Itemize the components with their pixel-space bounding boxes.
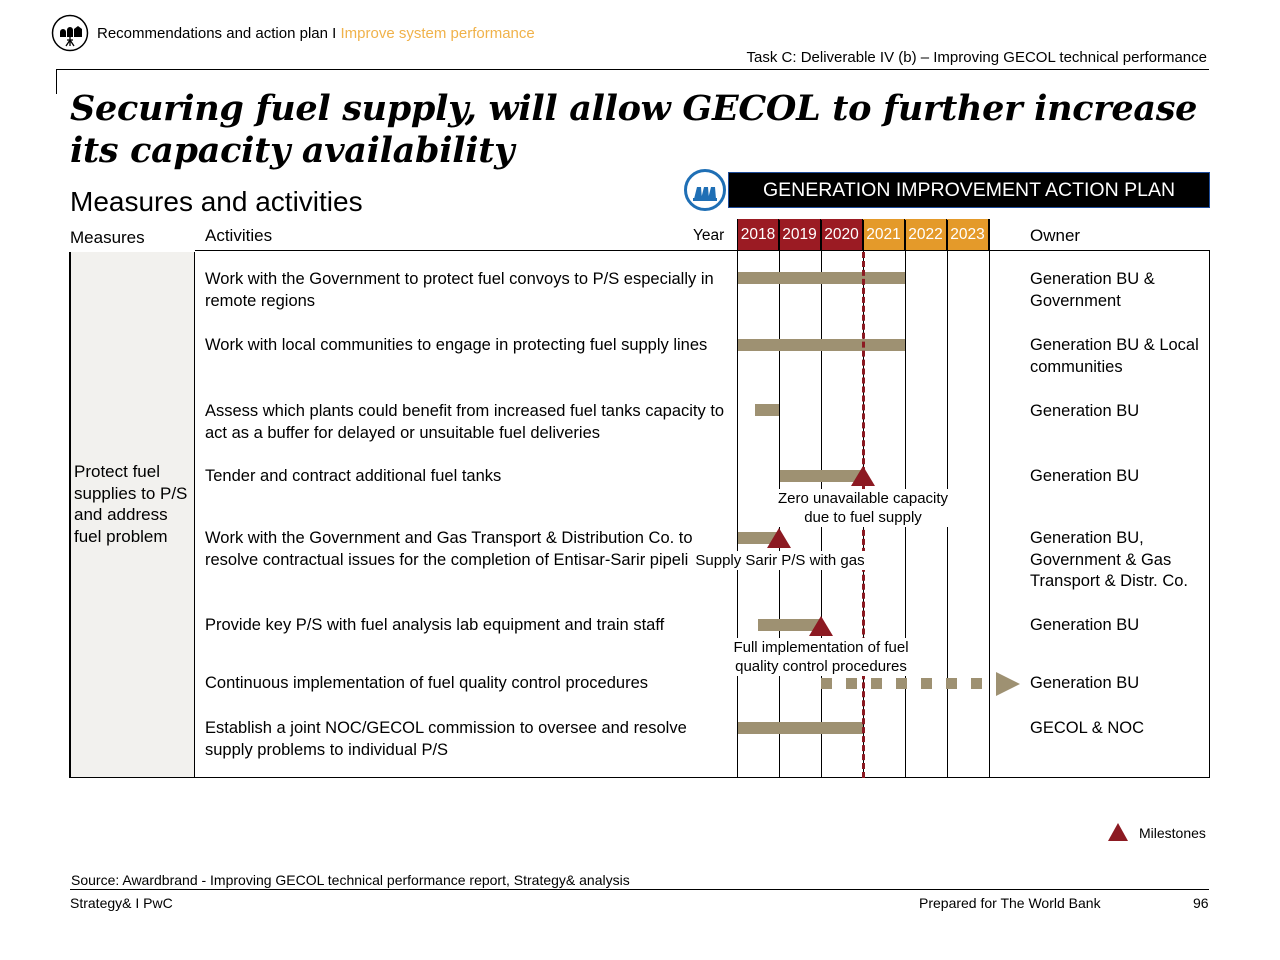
gantt-bar-activity-2 — [738, 339, 905, 351]
header-divider — [56, 69, 1209, 70]
section-subtitle: Measures and activities — [70, 186, 363, 217]
gantt-bar-activity-6 — [758, 619, 821, 631]
breadcrumb: Recommendations and action plan I Improv… — [97, 25, 535, 42]
gantt-dash-segment — [946, 678, 957, 689]
milestone-label-quality: Full implementation of fuel quality cont… — [712, 638, 930, 676]
year-2019: 2019 — [779, 219, 821, 251]
page-title: Securing fuel supply, will allow GECOL t… — [70, 88, 1198, 171]
source-note: Source: Awardbrand - Improving GECOL tec… — [71, 872, 630, 888]
year-2022: 2022 — [905, 219, 947, 251]
activity-3-text: Assess which plants could benefit from i… — [205, 402, 725, 442]
generation-plant-icon — [684, 169, 726, 211]
header-corner-mark — [56, 69, 57, 94]
action-plan-banner: GENERATION IMPROVEMENT ACTION PLAN — [728, 172, 1210, 208]
activity-1-owner: Generation BU & Government — [1030, 270, 1155, 310]
activity-1-text: Work with the Government to protect fuel… — [205, 270, 714, 310]
activity-4-text: Tender and contract additional fuel tank… — [205, 467, 502, 485]
continuation-arrow-icon — [996, 672, 1020, 696]
activity-7-text: Continuous implementation of fuel qualit… — [205, 674, 649, 692]
gantt-bar-activity-8 — [738, 722, 863, 734]
company-logo-icon — [51, 14, 89, 52]
measures-header: Measures — [70, 228, 145, 247]
gantt-bar-activity-3 — [755, 404, 779, 416]
activity-8-text: Establish a joint NOC/GECOL commission t… — [205, 719, 687, 759]
milestone-triangle-icon — [767, 528, 791, 548]
breadcrumb-separator: I — [327, 25, 341, 42]
footer-prepared-for: Prepared for The World Bank — [919, 895, 1101, 911]
gantt-dash-segment — [821, 678, 832, 689]
activity-8-owner: GECOL & NOC — [1030, 719, 1144, 737]
activities-header: Activities — [205, 226, 273, 245]
activity-2-owner: Generation BU & Local communities — [1030, 336, 1199, 376]
activity-3-owner: Generation BU — [1030, 402, 1140, 420]
table-header-divider — [195, 250, 1210, 251]
gantt-dash-segment — [921, 678, 932, 689]
activity-4-owner: Generation BU — [1030, 467, 1140, 485]
year-header: Year — [693, 227, 725, 244]
table-right-border — [1209, 250, 1210, 778]
activity-5-owner: Generation BU, Government & Gas Transpor… — [1030, 529, 1189, 590]
milestone-label-tanks: Zero unavailable capacity due to fuel su… — [770, 489, 956, 527]
breadcrumb-subsection: Improve system performance — [340, 25, 535, 42]
table-bottom-border — [195, 777, 1210, 778]
milestone-triangle-icon — [809, 616, 833, 636]
activity-6-text: Provide key P/S with fuel analysis lab e… — [205, 616, 665, 634]
activity-7-owner: Generation BU — [1030, 674, 1140, 692]
activity-5-text: Work with the Government and Gas Transpo… — [205, 529, 707, 569]
page-number: 96 — [1193, 895, 1209, 911]
footer-divider — [70, 889, 1209, 890]
milestone-label-gas: Supply Sarir P/S with gas — [688, 551, 872, 570]
timeline-gridline — [989, 220, 990, 778]
gantt-dash-segment — [971, 678, 982, 689]
activity-6-owner: Generation BU — [1030, 616, 1140, 634]
gantt-bar-activity-1 — [738, 272, 905, 284]
owner-header: Owner — [1030, 226, 1081, 245]
gantt-dash-segment — [871, 678, 882, 689]
gantt-bar-activity-4 — [780, 470, 863, 482]
milestone-legend-label: Milestones — [1139, 825, 1206, 841]
year-2021: 2021 — [863, 219, 905, 251]
gantt-dash-segment — [896, 678, 907, 689]
year-2020: 2020 — [821, 219, 863, 251]
milestone-legend-icon — [1108, 823, 1128, 841]
year-2023: 2023 — [947, 219, 989, 251]
measure-label: Protect fuel supplies to P/S and address… — [74, 462, 188, 546]
measure-cell — [69, 252, 195, 778]
footer-brand: Strategy& I PwC — [70, 895, 173, 911]
activity-2-text: Work with local communities to engage in… — [205, 336, 708, 354]
gantt-dash-segment — [846, 678, 857, 689]
breadcrumb-section: Recommendations and action plan — [97, 25, 328, 42]
milestone-triangle-icon — [851, 466, 875, 486]
task-label: Task C: Deliverable IV (b) – Improving G… — [746, 49, 1207, 66]
timeline-gridline — [737, 220, 738, 778]
year-2018: 2018 — [737, 219, 779, 251]
